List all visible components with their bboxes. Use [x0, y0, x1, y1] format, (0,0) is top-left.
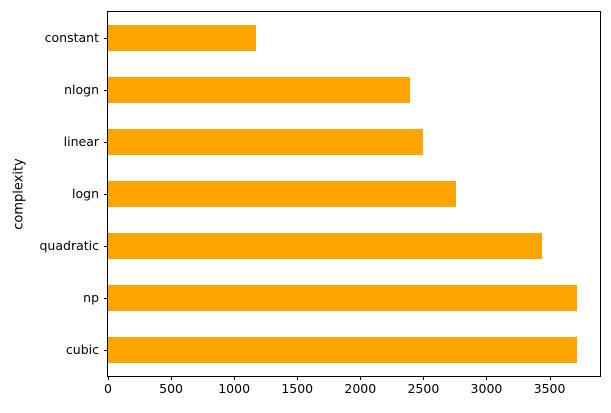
y-tick-mark	[104, 142, 108, 143]
y-tick-mark	[104, 90, 108, 91]
x-tick-mark	[108, 376, 109, 380]
y-tick-mark	[104, 246, 108, 247]
x-tick-label-3000: 3000	[470, 381, 503, 396]
x-tick-label-3500: 3500	[533, 381, 566, 396]
x-tick-label-2000: 2000	[344, 381, 377, 396]
bar-cubic	[108, 337, 577, 363]
x-tick-mark	[171, 376, 173, 380]
bar-linear	[108, 129, 423, 155]
bar-constant	[108, 25, 257, 51]
x-tick-label-1000: 1000	[218, 381, 251, 396]
bar-nlogn	[108, 77, 410, 103]
x-tick-mark	[423, 376, 425, 380]
y-tick-mark	[104, 298, 108, 299]
y-tick-mark	[104, 194, 108, 195]
y-tick-label-logn: logn	[72, 185, 99, 201]
y-tick-label-nlogn: nlogn	[64, 81, 99, 97]
bar-quadratic	[108, 233, 542, 259]
x-tick-label-2500: 2500	[407, 381, 440, 396]
y-tick-label-constant: constant	[44, 29, 99, 45]
x-tick-label-500: 500	[159, 381, 183, 396]
y-tick-label-np: np	[83, 289, 99, 305]
y-tick-mark	[104, 350, 108, 351]
y-tick-mark	[104, 38, 108, 39]
bar-logn	[108, 181, 456, 207]
x-tick-mark	[486, 376, 488, 380]
y-tick-label-cubic: cubic	[65, 341, 99, 357]
x-tick-label-1500: 1500	[281, 381, 314, 396]
x-tick-mark	[360, 376, 362, 380]
x-tick-mark	[549, 376, 551, 380]
y-axis-label: complexity	[11, 158, 27, 230]
plot-area: constant nlogn linear logn quadratic np cubic 0…	[40, 11, 601, 395]
x-tick-mark	[297, 376, 299, 380]
x-tick-label-0: 0	[104, 381, 112, 396]
bar-np	[108, 285, 577, 311]
y-tick-label-linear: linear	[63, 133, 99, 149]
y-tick-label-quadratic: quadratic	[39, 237, 100, 253]
x-tick-mark	[234, 376, 236, 380]
